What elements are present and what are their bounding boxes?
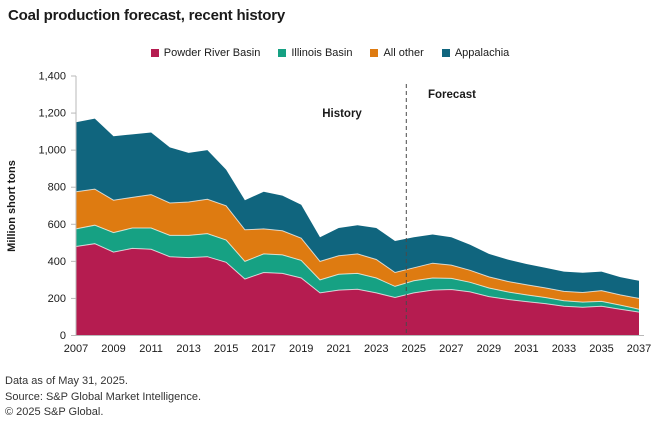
legend-swatch-icon [278, 49, 287, 57]
y-tick-label: 1,400 [38, 71, 66, 83]
band-seam [75, 224, 640, 310]
band-seam [75, 243, 640, 313]
y-tick-label: 1,200 [38, 108, 66, 120]
axes: 0 200 400 600 800 1,000 1,200 1,400 2007 2009 2011… [38, 71, 651, 356]
history-annotation: History [322, 108, 362, 120]
stacked-areas [76, 118, 639, 336]
legend-label: Illinois Basin [291, 47, 353, 59]
x-tick-label: 2033 [552, 343, 576, 355]
legend: Powder River Basin Illinois Basin All othe… [0, 47, 660, 59]
footnote-copyright: © 2025 S&P Global. [5, 406, 104, 418]
y-tick-label: 600 [48, 219, 66, 231]
y-tick-label: 800 [48, 182, 66, 194]
legend-item-appalachia: Appalachia [441, 47, 510, 59]
x-tick-label: 2021 [326, 343, 350, 355]
x-tick-label: 2027 [439, 343, 463, 355]
legend-swatch-icon [441, 49, 450, 57]
chart-title: Coal production forecast, recent history [8, 7, 286, 24]
forecast-annotation: Forecast [428, 89, 476, 101]
x-tick-label: 2011 [139, 343, 163, 355]
x-tick-label: 2009 [101, 343, 125, 355]
y-tick-label: 1,000 [38, 145, 66, 157]
x-tick-label: 2013 [176, 343, 200, 355]
legend-item-illinois-basin: Illinois Basin [278, 47, 352, 59]
footnote-source: Source: S&P Global Market Intelligence. [5, 390, 202, 403]
legend-swatch-icon [150, 49, 159, 57]
legend-item-all-other: All other [370, 47, 424, 59]
footnotes: Data as of May 31, 2025. Source: S&P Glo… [5, 374, 201, 421]
legend-label: Powder River Basin [163, 47, 261, 59]
y-tick-label: 400 [48, 256, 66, 268]
x-tick-label: 2029 [477, 343, 501, 355]
x-tick-label: 2035 [589, 343, 613, 355]
x-tick-label: 2025 [402, 343, 426, 355]
legend-label: All other [383, 47, 424, 59]
x-tick-label: 2015 [214, 343, 238, 355]
x-tick-label: 2019 [289, 343, 313, 355]
x-tick-label: 2031 [514, 343, 538, 355]
band-seam [75, 188, 640, 299]
y-tick-label: 0 [60, 330, 66, 342]
y-tick-label: 200 [48, 293, 66, 305]
footnote-data-as-of: Data as of May 31, 2025. [5, 375, 128, 387]
legend-item-powder-river-basin: Powder River Basin [150, 47, 261, 59]
x-tick-label: 2007 [64, 343, 88, 355]
x-tick-label: 2023 [364, 343, 388, 355]
x-tick-label: 2017 [251, 343, 275, 355]
y-axis-title: Million short tons [6, 160, 18, 252]
area-appalachia [76, 118, 639, 299]
legend-swatch-icon [370, 49, 379, 57]
x-tick-label: 2037 [627, 343, 651, 355]
legend-label: Appalachia [454, 47, 510, 59]
